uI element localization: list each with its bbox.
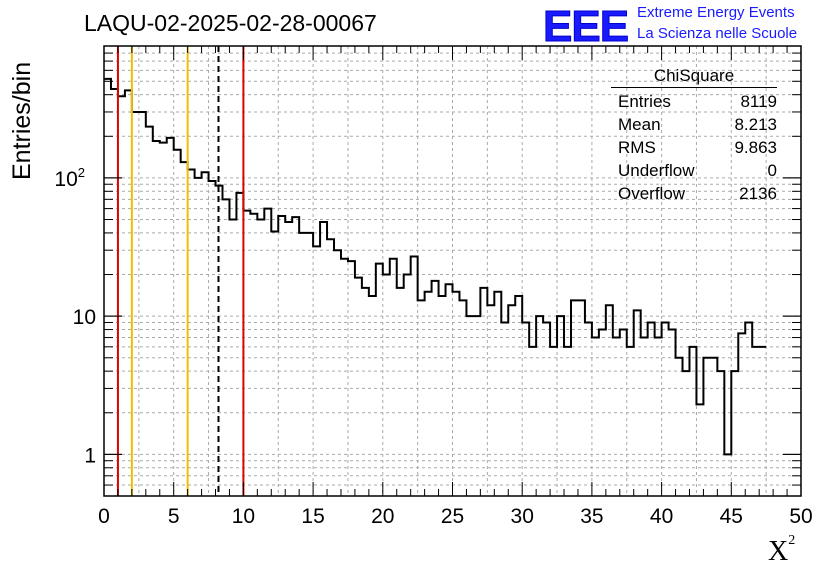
x-tick-label: 25 — [441, 505, 464, 528]
x-tick-label: 15 — [301, 505, 324, 528]
stats-row-mean: Mean 8.213 — [618, 115, 777, 134]
x-tick-label: 0 — [98, 505, 110, 528]
y-tick-label: 102 — [54, 165, 85, 191]
chart-title: LAQU-02-2025-02-28-00067 — [84, 10, 377, 36]
axis-ticks — [103, 46, 802, 496]
x-tick-label: 50 — [789, 505, 812, 528]
x-tick-label: 30 — [511, 505, 534, 528]
eee-logo: EEE — [542, 2, 629, 52]
stats-row-entries: Entries 8119 — [618, 92, 777, 111]
y-tick-label: 1 — [84, 444, 96, 467]
grid — [104, 46, 801, 496]
org-name-line1: Extreme Energy Events — [637, 4, 795, 21]
x-tick-label: 40 — [650, 505, 673, 528]
y-tick-label: 10 — [73, 306, 96, 329]
reference-lines — [116, 46, 245, 496]
stats-row-rms: RMS 9.863 — [618, 138, 777, 157]
stats-row-overflow: Overflow 2136 — [618, 184, 777, 203]
stats-title: ChiSquare — [611, 66, 777, 88]
x-tick-label: 20 — [371, 505, 394, 528]
stats-box: ChiSquare Entries 8119 Mean 8.213 RMS 9.863… — [611, 66, 777, 205]
y-tick-labels: 1 10 102 — [54, 165, 96, 467]
x-axis-label: X2 — [768, 532, 796, 567]
x-tick-label: 5 — [168, 505, 180, 528]
histogram-series — [104, 77, 767, 456]
x-tick-label: 45 — [720, 505, 743, 528]
y-axis-label: Entries/bin — [8, 61, 36, 180]
stats-row-underflow: Underflow 0 — [618, 161, 777, 180]
x-tick-label: 10 — [232, 505, 255, 528]
x-tick-label: 35 — [580, 505, 603, 528]
x-tick-labels: 0 5 10 15 20 25 30 35 40 45 50 — [98, 505, 813, 528]
org-name-line2: La Scienza nelle Scuole — [637, 25, 798, 42]
